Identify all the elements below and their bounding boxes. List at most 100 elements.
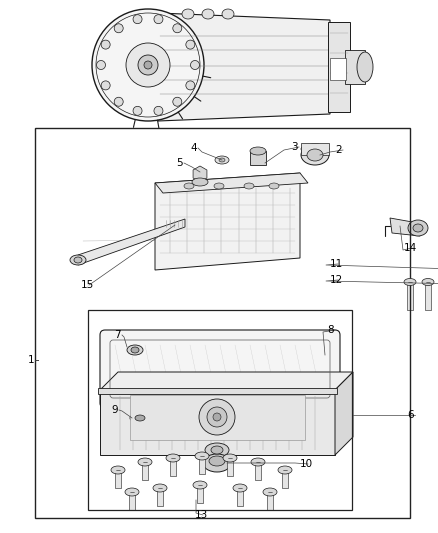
Ellipse shape <box>202 9 214 19</box>
Ellipse shape <box>413 224 423 232</box>
Text: 2: 2 <box>335 145 342 155</box>
Bar <box>157 488 163 506</box>
Circle shape <box>199 399 235 435</box>
Circle shape <box>138 55 158 75</box>
Ellipse shape <box>131 347 139 353</box>
Bar <box>267 492 273 510</box>
Text: 14: 14 <box>404 243 417 253</box>
Bar <box>129 492 135 510</box>
Polygon shape <box>193 166 207 182</box>
Ellipse shape <box>211 446 223 454</box>
Bar <box>301 143 329 155</box>
Text: 8: 8 <box>327 325 334 335</box>
Ellipse shape <box>184 183 194 189</box>
Circle shape <box>92 9 204 121</box>
Ellipse shape <box>404 279 416 286</box>
Polygon shape <box>155 173 300 270</box>
Circle shape <box>173 24 182 33</box>
Circle shape <box>133 15 142 23</box>
Circle shape <box>101 40 110 49</box>
Bar <box>199 456 205 474</box>
Ellipse shape <box>307 149 323 161</box>
Polygon shape <box>335 372 353 455</box>
Circle shape <box>207 407 227 427</box>
Circle shape <box>186 40 195 49</box>
Circle shape <box>186 81 195 90</box>
Ellipse shape <box>422 279 434 286</box>
Bar <box>345 50 365 84</box>
Circle shape <box>191 61 199 69</box>
Polygon shape <box>390 218 420 236</box>
Circle shape <box>114 24 123 33</box>
Circle shape <box>173 97 182 106</box>
Ellipse shape <box>408 220 428 236</box>
Ellipse shape <box>301 144 329 154</box>
Ellipse shape <box>215 156 229 164</box>
Circle shape <box>133 106 142 115</box>
Bar <box>237 488 243 506</box>
Ellipse shape <box>182 9 194 19</box>
Text: 9: 9 <box>111 405 118 415</box>
Text: 3: 3 <box>291 142 298 152</box>
Circle shape <box>96 61 106 69</box>
Ellipse shape <box>214 183 224 189</box>
Ellipse shape <box>111 466 125 474</box>
Ellipse shape <box>74 257 82 263</box>
Ellipse shape <box>153 484 167 492</box>
Ellipse shape <box>127 345 143 355</box>
Ellipse shape <box>278 466 292 474</box>
Circle shape <box>126 43 170 87</box>
Ellipse shape <box>125 488 139 496</box>
Ellipse shape <box>193 481 207 489</box>
Bar <box>227 458 233 476</box>
Ellipse shape <box>209 456 225 466</box>
Ellipse shape <box>269 183 279 189</box>
Circle shape <box>144 61 152 69</box>
Ellipse shape <box>70 255 86 265</box>
Polygon shape <box>100 372 353 390</box>
Text: 10: 10 <box>300 459 313 469</box>
Circle shape <box>154 106 163 115</box>
Ellipse shape <box>222 9 234 19</box>
Circle shape <box>154 15 163 23</box>
Ellipse shape <box>223 454 237 462</box>
Text: 13: 13 <box>195 510 208 520</box>
Bar <box>328 22 350 112</box>
Ellipse shape <box>219 158 225 162</box>
FancyBboxPatch shape <box>100 330 340 408</box>
Bar <box>98 388 337 394</box>
Bar <box>35 128 410 518</box>
Text: 12: 12 <box>330 275 343 285</box>
Ellipse shape <box>166 454 180 462</box>
Text: 1: 1 <box>28 355 35 365</box>
Text: 6: 6 <box>407 410 413 420</box>
Ellipse shape <box>250 147 266 155</box>
Bar <box>425 282 431 310</box>
Ellipse shape <box>263 488 277 496</box>
Bar <box>130 395 305 440</box>
Bar <box>197 485 203 503</box>
Bar <box>255 462 261 480</box>
Ellipse shape <box>205 443 229 457</box>
Circle shape <box>101 81 110 90</box>
Ellipse shape <box>233 484 247 492</box>
Text: 15: 15 <box>81 280 94 290</box>
Text: 5: 5 <box>176 158 183 168</box>
Ellipse shape <box>357 52 373 82</box>
Bar <box>115 470 121 488</box>
Ellipse shape <box>135 415 145 421</box>
Bar <box>407 282 413 310</box>
Bar <box>170 458 176 476</box>
Polygon shape <box>158 13 330 121</box>
Ellipse shape <box>195 452 209 460</box>
Ellipse shape <box>244 183 254 189</box>
Circle shape <box>213 413 221 421</box>
Text: 11: 11 <box>330 259 343 269</box>
Ellipse shape <box>192 178 208 186</box>
Bar <box>282 470 288 488</box>
Text: 4: 4 <box>190 143 197 153</box>
Ellipse shape <box>301 145 329 165</box>
Ellipse shape <box>251 458 265 466</box>
Ellipse shape <box>138 458 152 466</box>
Ellipse shape <box>203 454 231 472</box>
